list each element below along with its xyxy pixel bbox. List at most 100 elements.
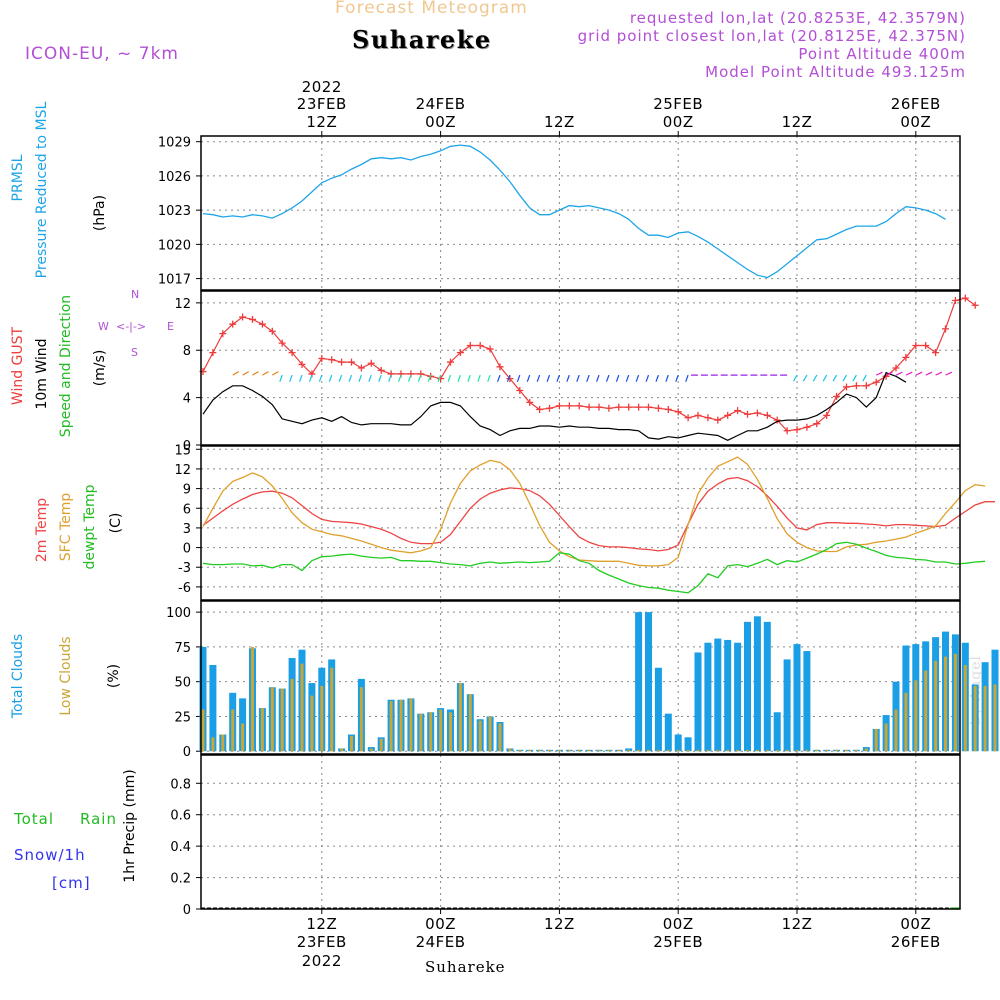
- time-axis-top-label: 24FEB: [416, 95, 466, 113]
- ytick-label-pressure: 1026: [158, 170, 191, 185]
- wind-direction-arrow: [398, 374, 402, 382]
- gust-marker: [833, 392, 841, 400]
- gust-marker: [625, 403, 633, 411]
- gust-marker: [704, 414, 712, 422]
- panel-frame-pressure: [200, 135, 961, 291]
- low-cloud-bar: [647, 749, 650, 752]
- temp-2m-label: 2m Temp: [34, 498, 50, 562]
- gust-marker: [595, 403, 603, 411]
- low-cloud-bar: [617, 749, 621, 752]
- wind-direction-arrow: [852, 374, 857, 382]
- ytick-label-clouds: 50: [174, 676, 191, 691]
- time-axis-bottom-label: 00Z: [900, 915, 931, 933]
- ytick-label-temperature: 3: [183, 522, 191, 537]
- gust-marker: [298, 360, 306, 368]
- low-cloud-bar: [765, 749, 769, 752]
- time-axis-bottom-label: 26FEB: [891, 933, 941, 951]
- wind-direction-arrow: [279, 374, 283, 382]
- wind-direction-arrow: [358, 374, 362, 382]
- time-axis-top-label: 26FEB: [891, 95, 941, 113]
- gust-marker: [635, 403, 643, 411]
- pressure-msl-label: Pressure Reduced to MSL: [34, 101, 50, 278]
- gridpoint-coords: grid point closest lon,lat (20.8125E, 42…: [577, 27, 966, 45]
- total-cloud-bar: [734, 642, 742, 752]
- low-cloud-bar: [409, 698, 413, 752]
- gust-marker: [803, 423, 811, 431]
- wind-direction-arrow: [655, 374, 659, 382]
- ytick-label-temperature: -3: [178, 561, 191, 576]
- gust-marker: [763, 411, 771, 419]
- low-cloud-bar: [825, 749, 829, 752]
- low-cloud-bar: [260, 708, 264, 752]
- gust-marker: [565, 402, 573, 410]
- temp-sfc-label: SFC Temp: [58, 493, 74, 562]
- clouds-unit-label: (%): [106, 664, 122, 688]
- wind-direction-arrow: [915, 371, 923, 376]
- low-cloud-bar: [350, 735, 353, 752]
- low-cloud-bar: [518, 749, 522, 752]
- low-cloud-bar: [587, 749, 591, 752]
- ytick-label-wind: 4: [183, 392, 191, 407]
- wind-10m-label: 10m Wind: [34, 338, 50, 409]
- gust-marker: [456, 349, 464, 357]
- low-cloud-bar: [567, 749, 571, 752]
- low-cloud-bar: [944, 656, 947, 752]
- low-cloud-bar: [914, 680, 918, 752]
- wind-direction-arrow: [596, 374, 600, 382]
- low-cloud-bar: [478, 720, 482, 752]
- low-cloud-bar: [854, 749, 858, 752]
- ytick-label-clouds: 100: [166, 606, 191, 621]
- low-cloud-bar: [983, 685, 987, 752]
- low-cloud-bar: [458, 683, 462, 752]
- low-cloud-bar: [904, 692, 908, 752]
- gust-marker: [813, 420, 821, 428]
- gust-marker: [922, 341, 930, 349]
- panel-bg-clouds: [201, 601, 960, 754]
- wind-direction-arrow: [467, 374, 471, 382]
- total-cloud-bar: [674, 734, 682, 752]
- temp-line-2: [202, 541, 986, 594]
- total-cloud-bar: [763, 621, 771, 752]
- chart-title: Forecast Meteogram: [335, 0, 528, 18]
- wind-direction-arrow: [635, 374, 640, 382]
- gust-marker: [942, 325, 949, 333]
- time-axis-top-label: 23FEB: [297, 95, 347, 113]
- total-cloud-bar: [704, 642, 712, 752]
- wind-direction-arrow: [289, 374, 293, 382]
- time-axis-bottom-label: 12Z: [306, 915, 337, 933]
- low-cloud-bar: [795, 749, 799, 752]
- gust-marker: [526, 398, 534, 406]
- wind-direction-arrow: [407, 374, 412, 382]
- wind-direction-arrow: [615, 374, 620, 382]
- compass-e: E: [167, 320, 174, 333]
- gust-marker: [546, 404, 553, 412]
- low-cloud-bar: [874, 728, 878, 752]
- gust-marker: [664, 405, 672, 413]
- wind-direction-arrow: [546, 374, 551, 382]
- low-cloud-bar: [359, 687, 363, 752]
- wind-direction-arrow: [526, 374, 531, 382]
- low-cloud-bar: [676, 749, 680, 752]
- gust-marker: [892, 364, 900, 372]
- wind-direction-arrow: [625, 374, 630, 382]
- gust-marker: [229, 320, 237, 328]
- wind-direction-arrow: [487, 374, 491, 382]
- gust-marker: [872, 378, 880, 386]
- wind-direction-arrow: [862, 374, 867, 382]
- low-cloud-bar: [320, 685, 324, 752]
- wind-direction-arrow: [556, 374, 560, 382]
- total-cloud-bar: [714, 638, 722, 752]
- gust-marker: [555, 402, 563, 410]
- low-cloud-bar: [449, 712, 452, 752]
- low-cloud-bar: [884, 723, 888, 752]
- low-cloud-bar: [637, 749, 641, 752]
- wind-direction-arrow: [935, 371, 943, 376]
- panel-frame-precip: [200, 754, 961, 910]
- wind-direction-arrow: [299, 374, 303, 382]
- ytick-label-clouds: 0: [183, 745, 191, 760]
- total-cloud-bar: [664, 713, 672, 752]
- gust-marker: [496, 363, 504, 371]
- requested-coords: requested lon,lat (20.8253E, 42.3579N): [629, 9, 966, 27]
- gust-marker: [605, 404, 613, 412]
- time-axis-top-label: 12Z: [782, 113, 813, 131]
